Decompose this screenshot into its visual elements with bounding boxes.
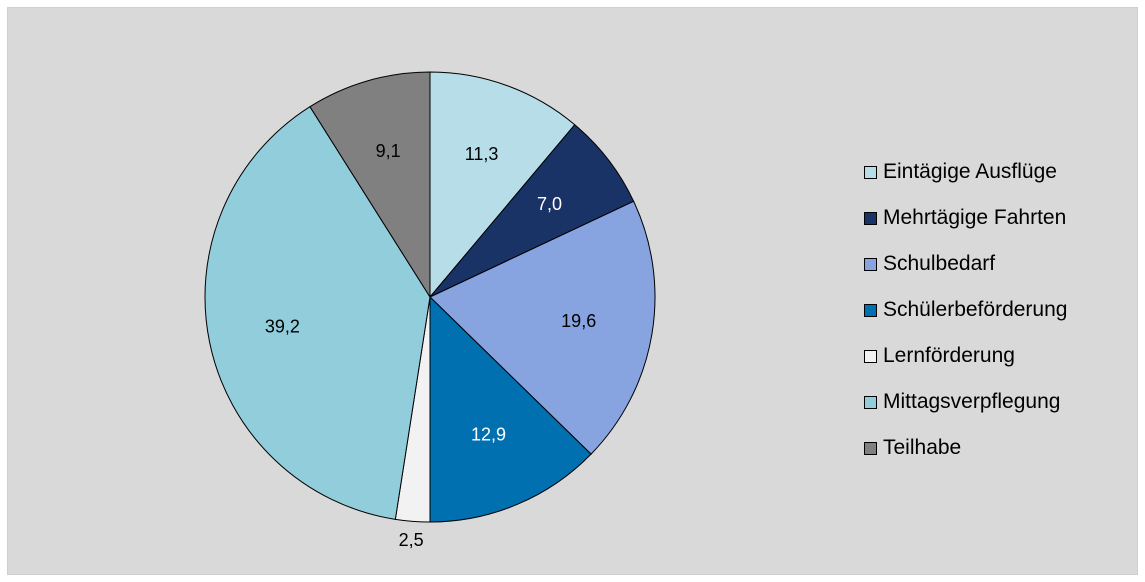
legend-label: Teilhabe — [883, 436, 962, 459]
legend-swatch — [864, 303, 877, 317]
chart-area: 11,3 7,0 19,6 12,9 2,5 39,2 9,1 Eintägige Ausf… — [7, 7, 1138, 575]
legend-item-mittagsverpflegung: Mittagsverpflegung — [864, 379, 1067, 425]
legend-swatch — [864, 441, 877, 455]
legend: Eintägige Ausflüge Mehrtägige Fahrten Schu… — [864, 149, 1067, 471]
legend-item-mehrtaegige-fahrten: Mehrtägige Fahrten — [864, 195, 1067, 241]
legend-item-lernfoerderung: Lernförderung — [864, 333, 1067, 379]
legend-swatch — [864, 165, 877, 179]
pie-slice-eintaegige-ausfluege — [429, 71, 576, 299]
data-label-schuelerbefoerderung: 12,9 — [471, 425, 506, 445]
legend-swatch — [864, 349, 877, 363]
data-label-mittagsverpflegung: 39,2 — [265, 316, 300, 336]
pie-slice-schuelerbefoerderung — [429, 295, 592, 523]
data-label-teilhabe: 9,1 — [376, 141, 401, 161]
legend-swatch — [864, 211, 877, 225]
legend-label: Lernförderung — [883, 344, 1015, 367]
data-label-eintaegige-ausfluege: 11,3 — [465, 144, 499, 164]
pie-slice-mittagsverpflegung — [204, 106, 431, 520]
legend-swatch — [864, 257, 877, 271]
legend-label: Mehrtägige Fahrten — [883, 206, 1067, 229]
legend-label: Eintägige Ausflüge — [883, 160, 1057, 183]
legend-label: Schulbedarf — [883, 252, 996, 275]
pie-chart: 11,3 7,0 19,6 12,9 2,5 39,2 9,1 — [204, 71, 656, 550]
legend-item-eintaegige-ausfluege: Eintägige Ausflüge — [864, 149, 1067, 195]
legend-item-schulbedarf: Schulbedarf — [864, 241, 1067, 287]
legend-item-teilhabe: Teilhabe — [864, 425, 1067, 471]
data-label-lernfoerderung: 2,5 — [399, 530, 424, 550]
legend-label: Schülerbeförderung — [883, 298, 1068, 321]
data-label-mehrtaegige-fahrten: 7,0 — [537, 194, 562, 214]
pie-slice-teilhabe — [309, 71, 431, 299]
data-label-schulbedarf: 19,6 — [561, 311, 596, 331]
legend-swatch — [864, 395, 877, 409]
legend-item-schuelerbefoerderung: Schülerbeförderung — [864, 287, 1067, 333]
pie-slice-schulbedarf — [429, 200, 656, 455]
legend-label: Mittagsverpflegung — [883, 390, 1061, 413]
